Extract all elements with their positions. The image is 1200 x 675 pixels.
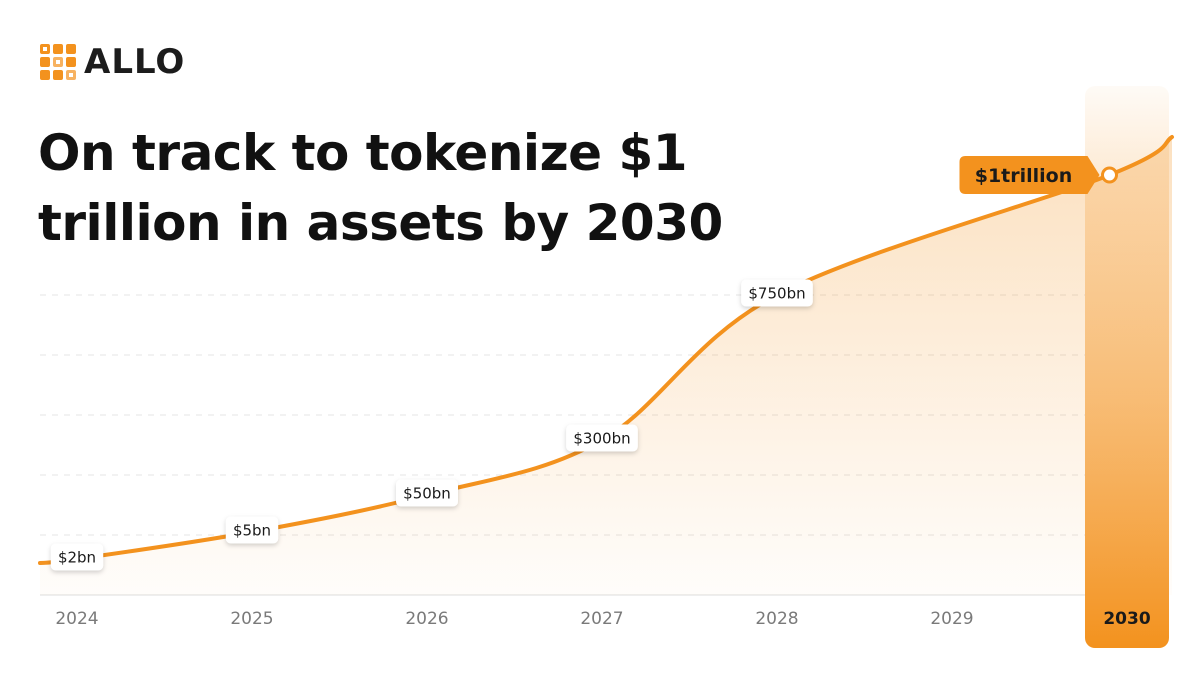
data-label-box	[566, 424, 638, 452]
data-label-box	[50, 543, 104, 571]
series-line	[38, 135, 1174, 565]
x-tick-label: 2027	[580, 609, 623, 629]
x-tick-label: 2029	[930, 609, 973, 629]
x-tick-label: 2026	[405, 609, 448, 629]
x-tick-label: 2030	[1103, 609, 1150, 629]
data-label-final: $1trillion	[959, 156, 1118, 194]
data-label-box	[396, 479, 458, 507]
x-tick-label: 2025	[230, 609, 273, 629]
x-tick-label: 2028	[755, 609, 798, 629]
area-fill	[40, 137, 1172, 595]
data-point-marker	[1101, 166, 1118, 184]
data-label-text: $300bn	[573, 430, 630, 448]
data-label: $750bn	[741, 279, 813, 307]
allo-logo-icon	[40, 44, 76, 80]
final-label-pill	[959, 156, 1100, 194]
data-label: $300bn	[566, 424, 638, 452]
final-label-text: $1trillion	[975, 165, 1073, 187]
data-label-text: $5bn	[233, 522, 271, 540]
data-label-box	[741, 279, 813, 307]
title-line-1: On track to tokenize $1	[38, 124, 688, 182]
brand-name: ALLO	[84, 42, 186, 82]
x-tick-label: 2024	[55, 609, 98, 629]
data-label: $50bn	[396, 479, 458, 507]
data-label-box	[225, 516, 279, 544]
data-label: $5bn	[225, 516, 279, 544]
title-line-2: trillion in assets by 2030	[38, 194, 723, 252]
data-label-text: $2bn	[58, 549, 96, 567]
data-label: $2bn	[50, 543, 104, 571]
data-label-text: $750bn	[748, 285, 805, 303]
page-title: On track to tokenize $1 trillion in asse…	[38, 118, 738, 258]
brand-logo: ALLO	[40, 44, 185, 80]
data-label-text: $50bn	[403, 485, 451, 503]
